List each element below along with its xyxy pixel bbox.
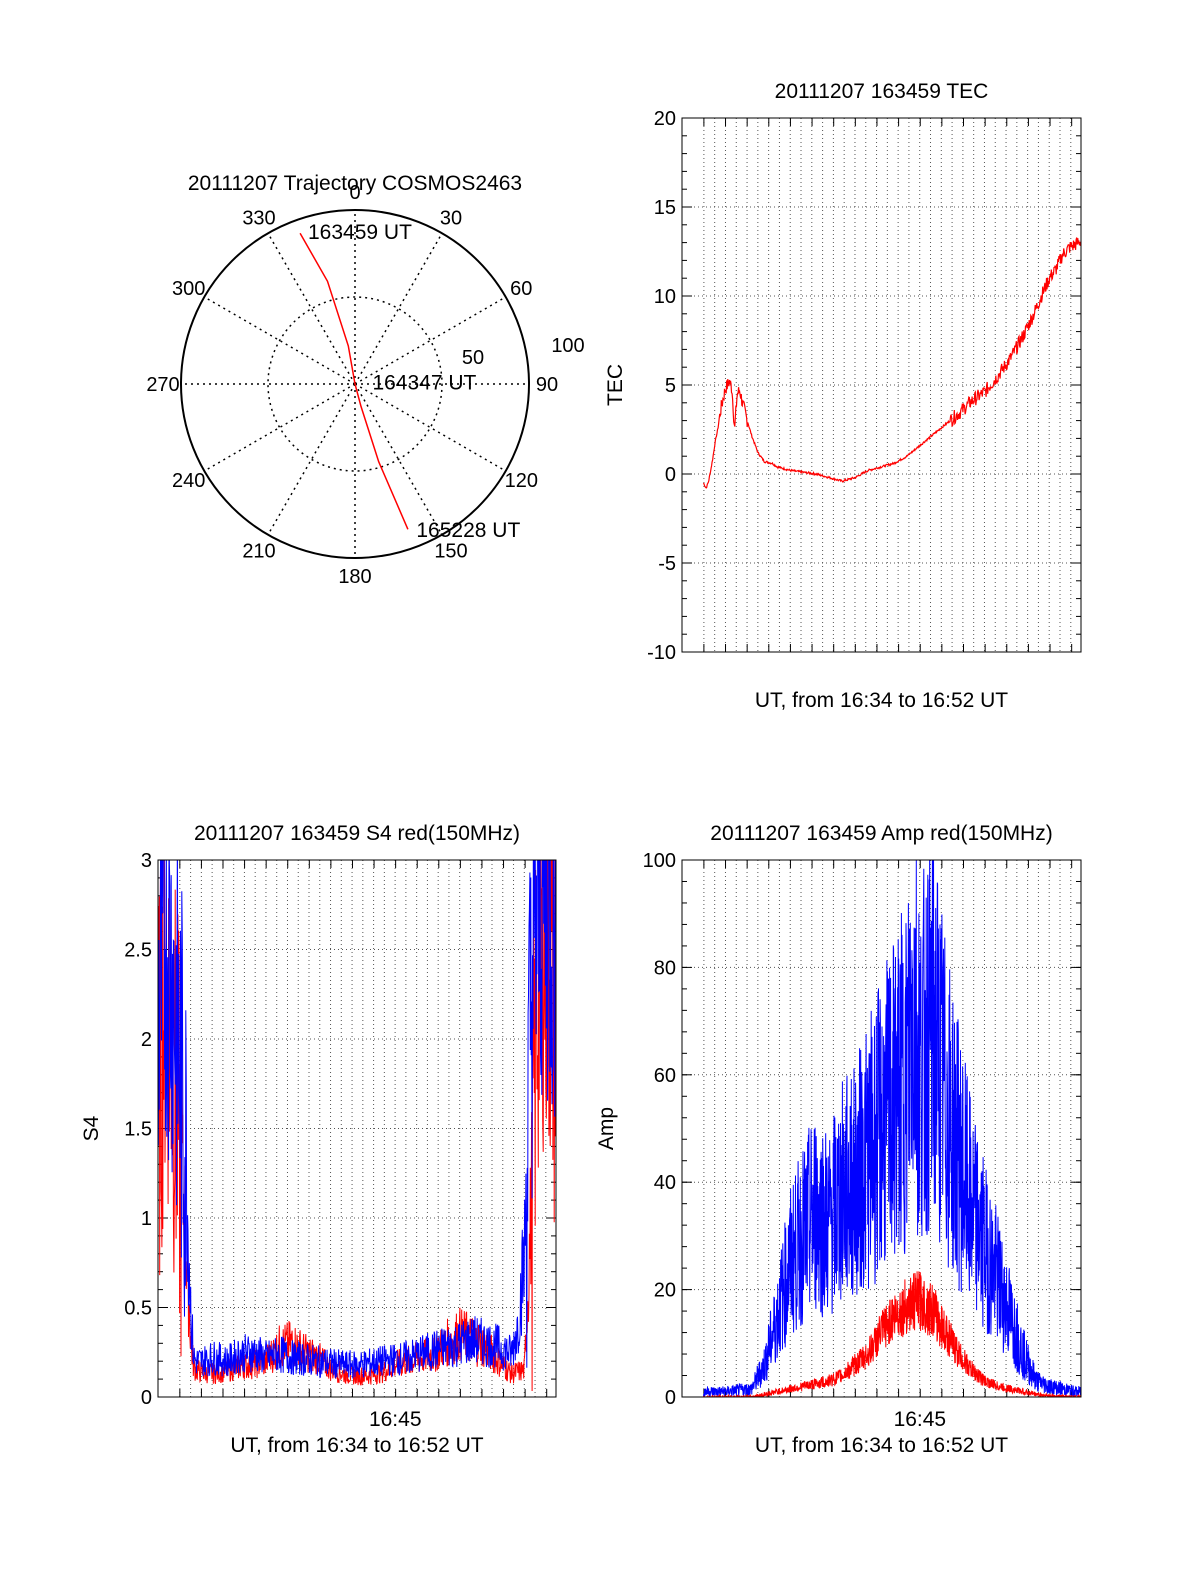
plot-frame xyxy=(681,859,1082,1398)
series-line xyxy=(702,237,1081,489)
y-tick-label: 80 xyxy=(654,957,676,979)
angle-label: 120 xyxy=(505,470,538,492)
y-tick-label: 2 xyxy=(141,1029,152,1051)
y-axis-label: Amp xyxy=(595,1107,618,1150)
trajectory-time-label: 165228 UT xyxy=(416,519,520,542)
angle-label: 210 xyxy=(242,540,275,562)
x-tick-label: 16:45 xyxy=(894,1408,947,1431)
angle-label: 0 xyxy=(349,182,360,204)
chart-title: 20111207 163459 Amp red(150MHz) xyxy=(710,822,1052,845)
y-tick-label: 100 xyxy=(643,850,676,872)
series-layer xyxy=(702,237,1081,489)
spoke xyxy=(267,383,356,536)
amp-chart: 0 20 40 60 80 100 16:45 20111207 163459 Amp red… xyxy=(595,822,1082,1457)
plot-frame xyxy=(681,117,1082,653)
angle-label: 330 xyxy=(242,208,275,230)
tec-chart: -10 -5 0 5 10 15 20 20111207 163459 TEC UT, from… xyxy=(604,80,1082,712)
series-line xyxy=(703,860,1081,1397)
chart-title: 20111207 Trajectory COSMOS2463 xyxy=(188,172,522,195)
y-tick-label: 0 xyxy=(665,1387,676,1409)
y-tick-label: 20 xyxy=(654,108,676,130)
y-tick-label: 3 xyxy=(141,850,152,872)
angle-label: 270 xyxy=(146,374,179,396)
angle-label: 180 xyxy=(338,566,371,588)
y-tick-label: 40 xyxy=(654,1172,676,1194)
spoke xyxy=(203,296,356,385)
y-tick-label: 0.5 xyxy=(124,1298,152,1320)
trajectory-time-label: 164347 UT xyxy=(372,371,476,394)
y-tick-label: 10 xyxy=(654,286,676,308)
spoke xyxy=(354,232,443,385)
spoke xyxy=(267,232,356,385)
angle-label: 30 xyxy=(440,208,462,230)
y-tick-label: 0 xyxy=(141,1387,152,1409)
y-tick-label: 15 xyxy=(654,197,676,219)
y-tick-label: 0 xyxy=(665,464,676,486)
y-axis-label: S4 xyxy=(80,1115,103,1141)
inner-ring xyxy=(267,296,443,472)
angle-label: 90 xyxy=(536,374,558,396)
angle-label: 240 xyxy=(172,470,205,492)
chart-title: 20111207 163459 TEC xyxy=(775,80,989,103)
y-tick-label: 5 xyxy=(665,375,676,397)
y-axis-label: TEC xyxy=(604,364,627,406)
spoke xyxy=(354,296,507,385)
x-tick-label: 16:45 xyxy=(369,1408,422,1431)
chart-title: 20111207 163459 S4 red(150MHz) xyxy=(194,822,520,845)
s4-chart: 0 0.5 1 1.5 2 2.5 3 16:45 20111207 163459 S4 red… xyxy=(80,822,557,1457)
y-tick-label: 1 xyxy=(141,1208,152,1230)
y-tick-label: 60 xyxy=(654,1065,676,1087)
plot-area xyxy=(158,860,556,1397)
radial-label: 50 xyxy=(462,347,484,369)
trajectory-time-label: 163459 UT xyxy=(308,221,412,244)
series-layer xyxy=(158,860,556,1392)
x-axis-label: UT, from 16:34 to 16:52 UT xyxy=(230,1434,483,1457)
trajectory-line xyxy=(299,232,409,530)
series-line xyxy=(158,860,556,1379)
plot-frame xyxy=(157,859,557,1398)
angle-label: 60 xyxy=(510,278,532,300)
spoke xyxy=(203,383,356,472)
spoke xyxy=(354,383,443,536)
radial-label: 100 xyxy=(551,335,584,357)
x-axis-label: UT, from 16:34 to 16:52 UT xyxy=(755,1434,1008,1457)
y-tick-label: 20 xyxy=(654,1280,676,1302)
y-tick-label: -5 xyxy=(658,553,676,575)
series-line xyxy=(703,1271,1081,1397)
angle-label: 150 xyxy=(434,540,467,562)
series-layer xyxy=(703,860,1081,1397)
y-tick-label: 2.5 xyxy=(124,940,152,962)
spoke xyxy=(354,383,507,472)
y-tick-label: 1.5 xyxy=(124,1119,152,1141)
y-tick-label: -10 xyxy=(647,642,676,664)
outer-ring xyxy=(180,209,530,559)
plot-area xyxy=(682,118,1081,652)
angle-label: 300 xyxy=(172,278,205,300)
x-axis-label: UT, from 16:34 to 16:52 UT xyxy=(755,689,1008,712)
